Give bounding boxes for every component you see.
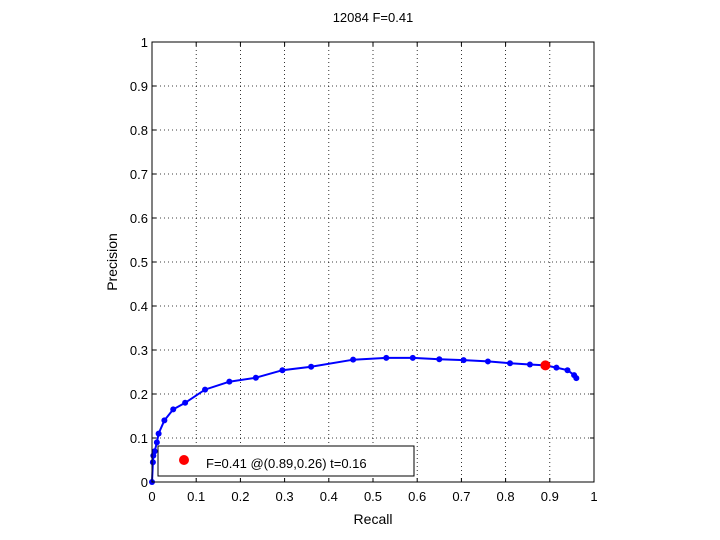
best-f-point (540, 360, 551, 371)
y-tick-label: 0.9 (130, 79, 148, 94)
data-point (460, 357, 467, 364)
x-tick-label: 1 (590, 489, 597, 504)
plot-frame (151, 41, 595, 483)
legend: F=0.41 @(0.89,0.26) t=0.16 (157, 445, 415, 477)
y-tick-label: 0.8 (130, 123, 148, 138)
y-tick-label: 0.1 (130, 431, 148, 446)
legend-label: F=0.41 @(0.89,0.26) t=0.16 (206, 456, 367, 471)
y-tick-label: 0 (141, 475, 148, 490)
legend-marker (179, 455, 189, 465)
data-point (484, 358, 491, 365)
x-tick-label: 0 (148, 489, 155, 504)
data-point (153, 439, 160, 446)
legend-box (157, 445, 415, 477)
y-tick-label: 0.6 (130, 211, 148, 226)
x-tick-label: 0.6 (408, 489, 426, 504)
y-axis-label: Precision (104, 233, 120, 291)
data-point (436, 356, 443, 363)
y-tick-label: 0.3 (130, 343, 148, 358)
data-point (149, 459, 156, 466)
data-point (170, 406, 177, 413)
data-point (507, 360, 514, 367)
data-point (226, 378, 233, 385)
x-tick-label: 0.9 (541, 489, 559, 504)
y-tick-label: 0.2 (130, 387, 148, 402)
data-point (279, 367, 286, 374)
data-point (573, 375, 580, 382)
data-point (161, 417, 168, 424)
data-point (409, 354, 416, 361)
pr-series (149, 354, 580, 485)
x-tick-label: 0.7 (452, 489, 470, 504)
data-point (526, 361, 533, 368)
y-tick-label: 0.7 (130, 167, 148, 182)
data-point (383, 354, 390, 361)
data-point (155, 430, 162, 437)
x-tick-label: 0.4 (320, 489, 338, 504)
x-tick-label: 0.1 (187, 489, 205, 504)
data-point (564, 367, 571, 374)
x-tick-label: 0.3 (276, 489, 294, 504)
x-tick-label: 0.8 (497, 489, 515, 504)
data-point (151, 448, 158, 455)
data-point (182, 399, 189, 406)
y-axis: 0 0.1 0.2 0.3 0.4 0.5 0.6 0.7 0.8 0.9 1 (130, 35, 594, 490)
data-point (553, 364, 560, 371)
data-point (308, 363, 315, 370)
data-point (202, 386, 209, 393)
y-tick-label: 0.5 (130, 255, 148, 270)
y-tick-label: 0.4 (130, 299, 148, 314)
y-tick-label: 1 (141, 35, 148, 50)
x-tick-label: 0.2 (231, 489, 249, 504)
data-point (350, 356, 357, 363)
chart-title: 12084 F=0.41 (333, 10, 414, 25)
data-point (252, 374, 259, 381)
x-tick-label: 0.5 (364, 489, 382, 504)
x-axis-label: Recall (354, 511, 393, 527)
grid (152, 42, 594, 482)
